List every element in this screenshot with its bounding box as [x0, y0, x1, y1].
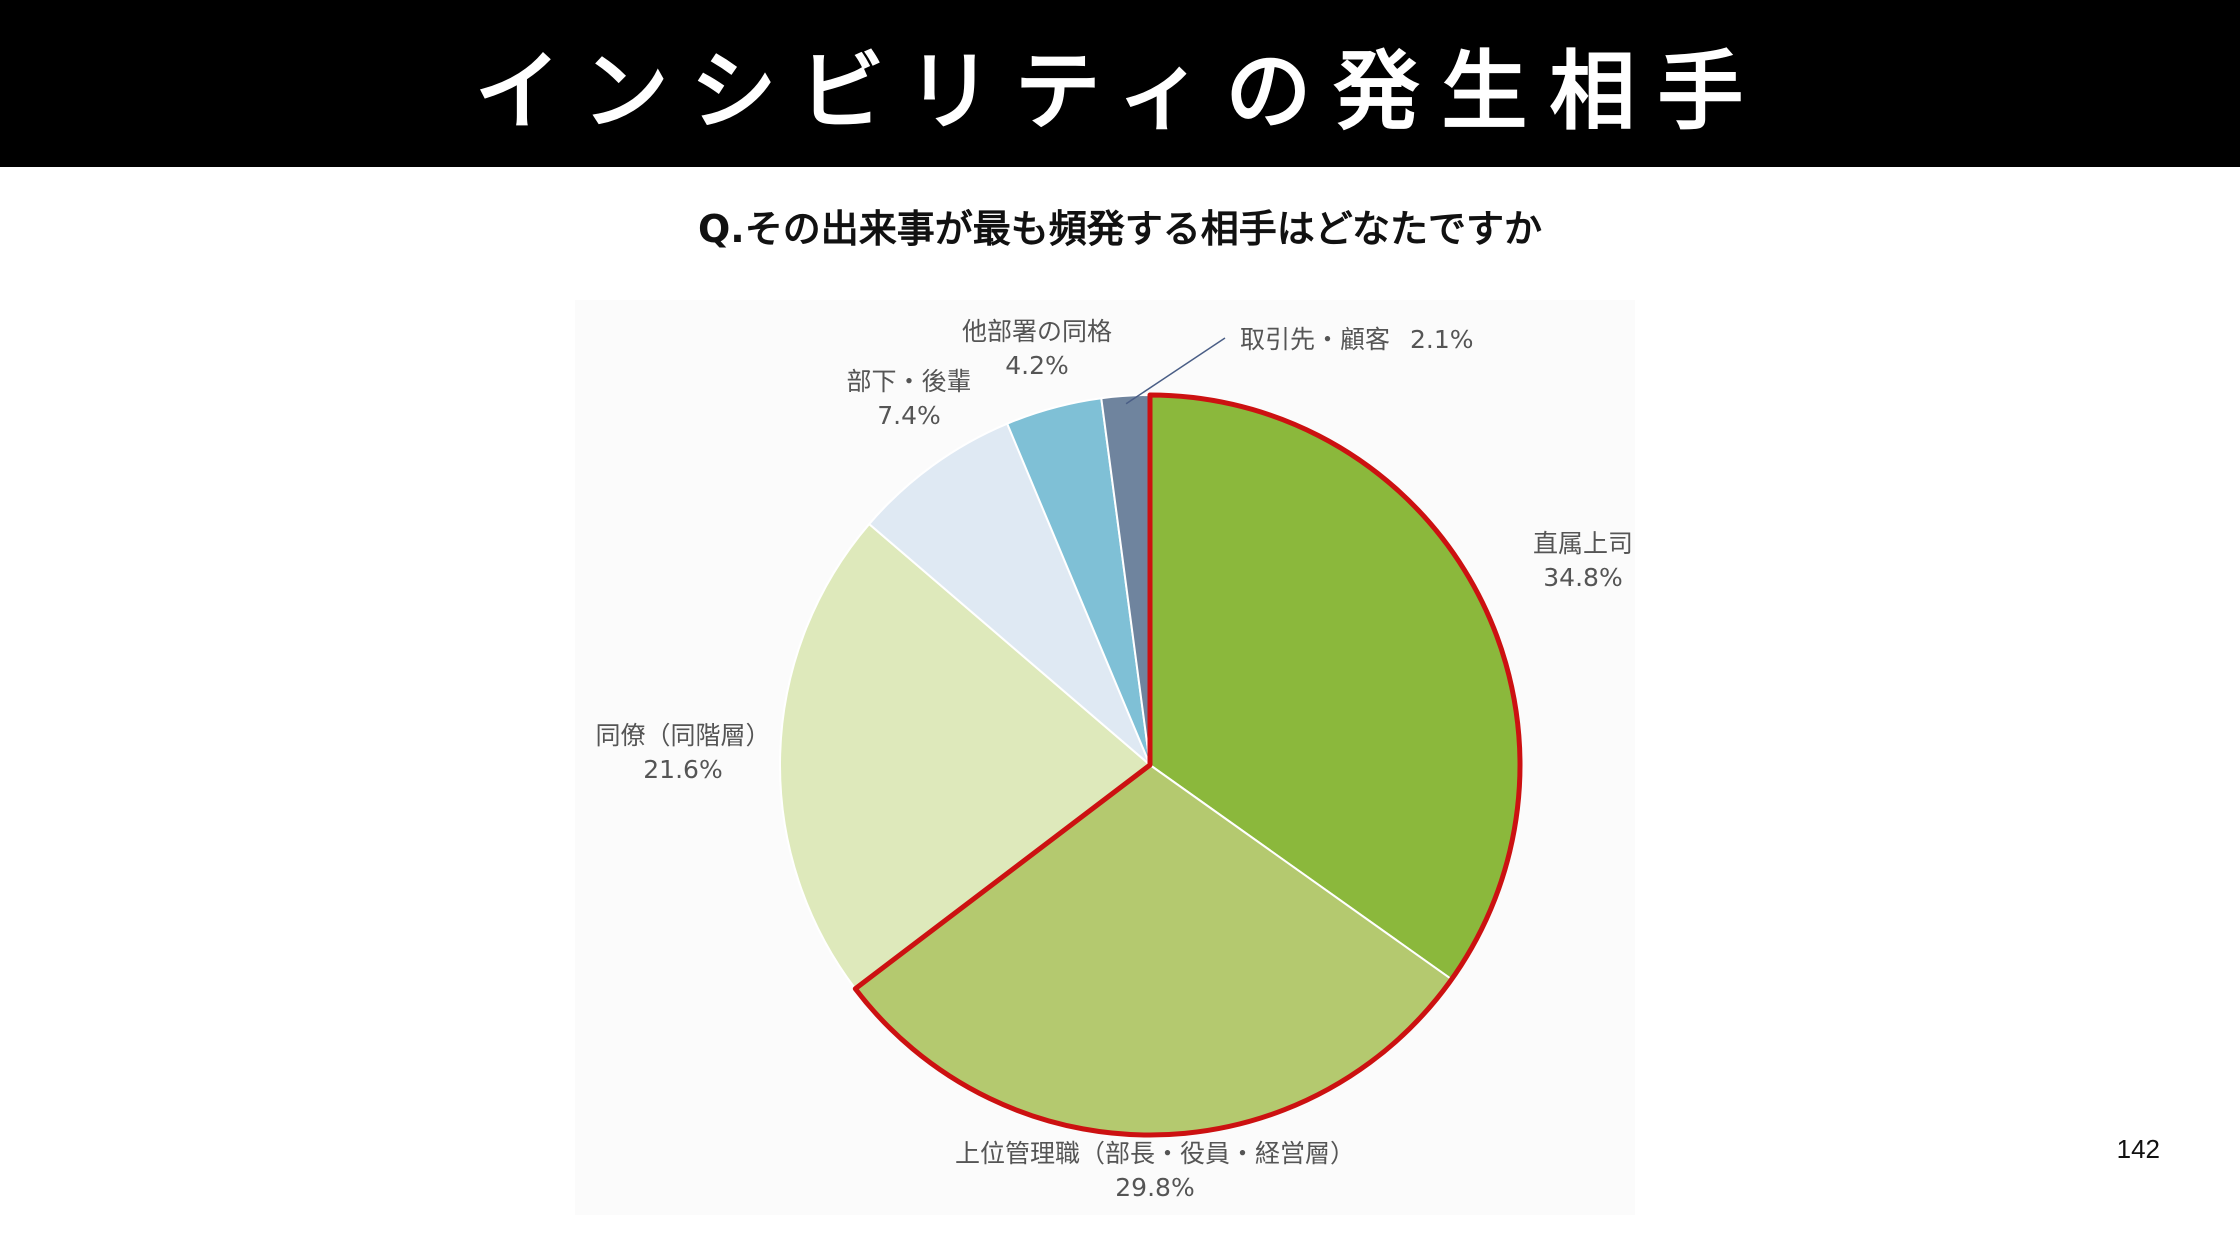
slice-label-peer: 同僚（同階層） — [595, 721, 770, 750]
slice-value-other-dept-peer: 4.2% — [1005, 351, 1069, 380]
slice-value-subordinate: 7.4% — [877, 401, 941, 430]
slice-value-peer: 21.6% — [643, 755, 722, 784]
labels-layer: 直属上司 34.8% 上位管理職（部長・役員・経営層） 29.8% 同僚（同階層） 21.… — [595, 317, 1633, 1202]
slice-label-direct-boss: 直属上司 — [1533, 529, 1633, 558]
question-text: Q.その出来事が最も頻発する相手はどなたですか — [698, 207, 1542, 251]
slice-value-client: 2.1% — [1410, 325, 1474, 354]
pie-slice-peer — [779, 522, 1152, 991]
highlight-outline — [852, 392, 1523, 1138]
slice-label-senior-management: 上位管理職（部長・役員・経営層） — [955, 1139, 1355, 1168]
slide-title: インシビリティの発生相手 — [474, 42, 1766, 142]
leader-line — [1125, 337, 1226, 405]
slice-label-other-dept-peer: 他部署の同格 — [962, 317, 1112, 346]
pie-slice-subordinate — [867, 422, 1151, 766]
highlight-layer — [852, 392, 1523, 1138]
slice-value-direct-boss: 34.8% — [1543, 563, 1622, 592]
slice-label-client: 取引先・顧客 — [1240, 325, 1390, 354]
chart-panel: 直属上司 34.8% 上位管理職（部長・役員・経営層） 29.8% 同僚（同階層） 21.… — [575, 300, 1635, 1215]
title-bar: インシビリティの発生相手 — [0, 0, 2240, 167]
slice-label-subordinate: 部下・後輩 — [846, 367, 971, 396]
slice-value-senior-management: 29.8% — [1115, 1173, 1194, 1202]
pie-chart: 直属上司 34.8% 上位管理職（部長・役員・経営層） 29.8% 同僚（同階層） 21.… — [595, 317, 1633, 1202]
page-number: 142 — [2116, 1134, 2160, 1164]
